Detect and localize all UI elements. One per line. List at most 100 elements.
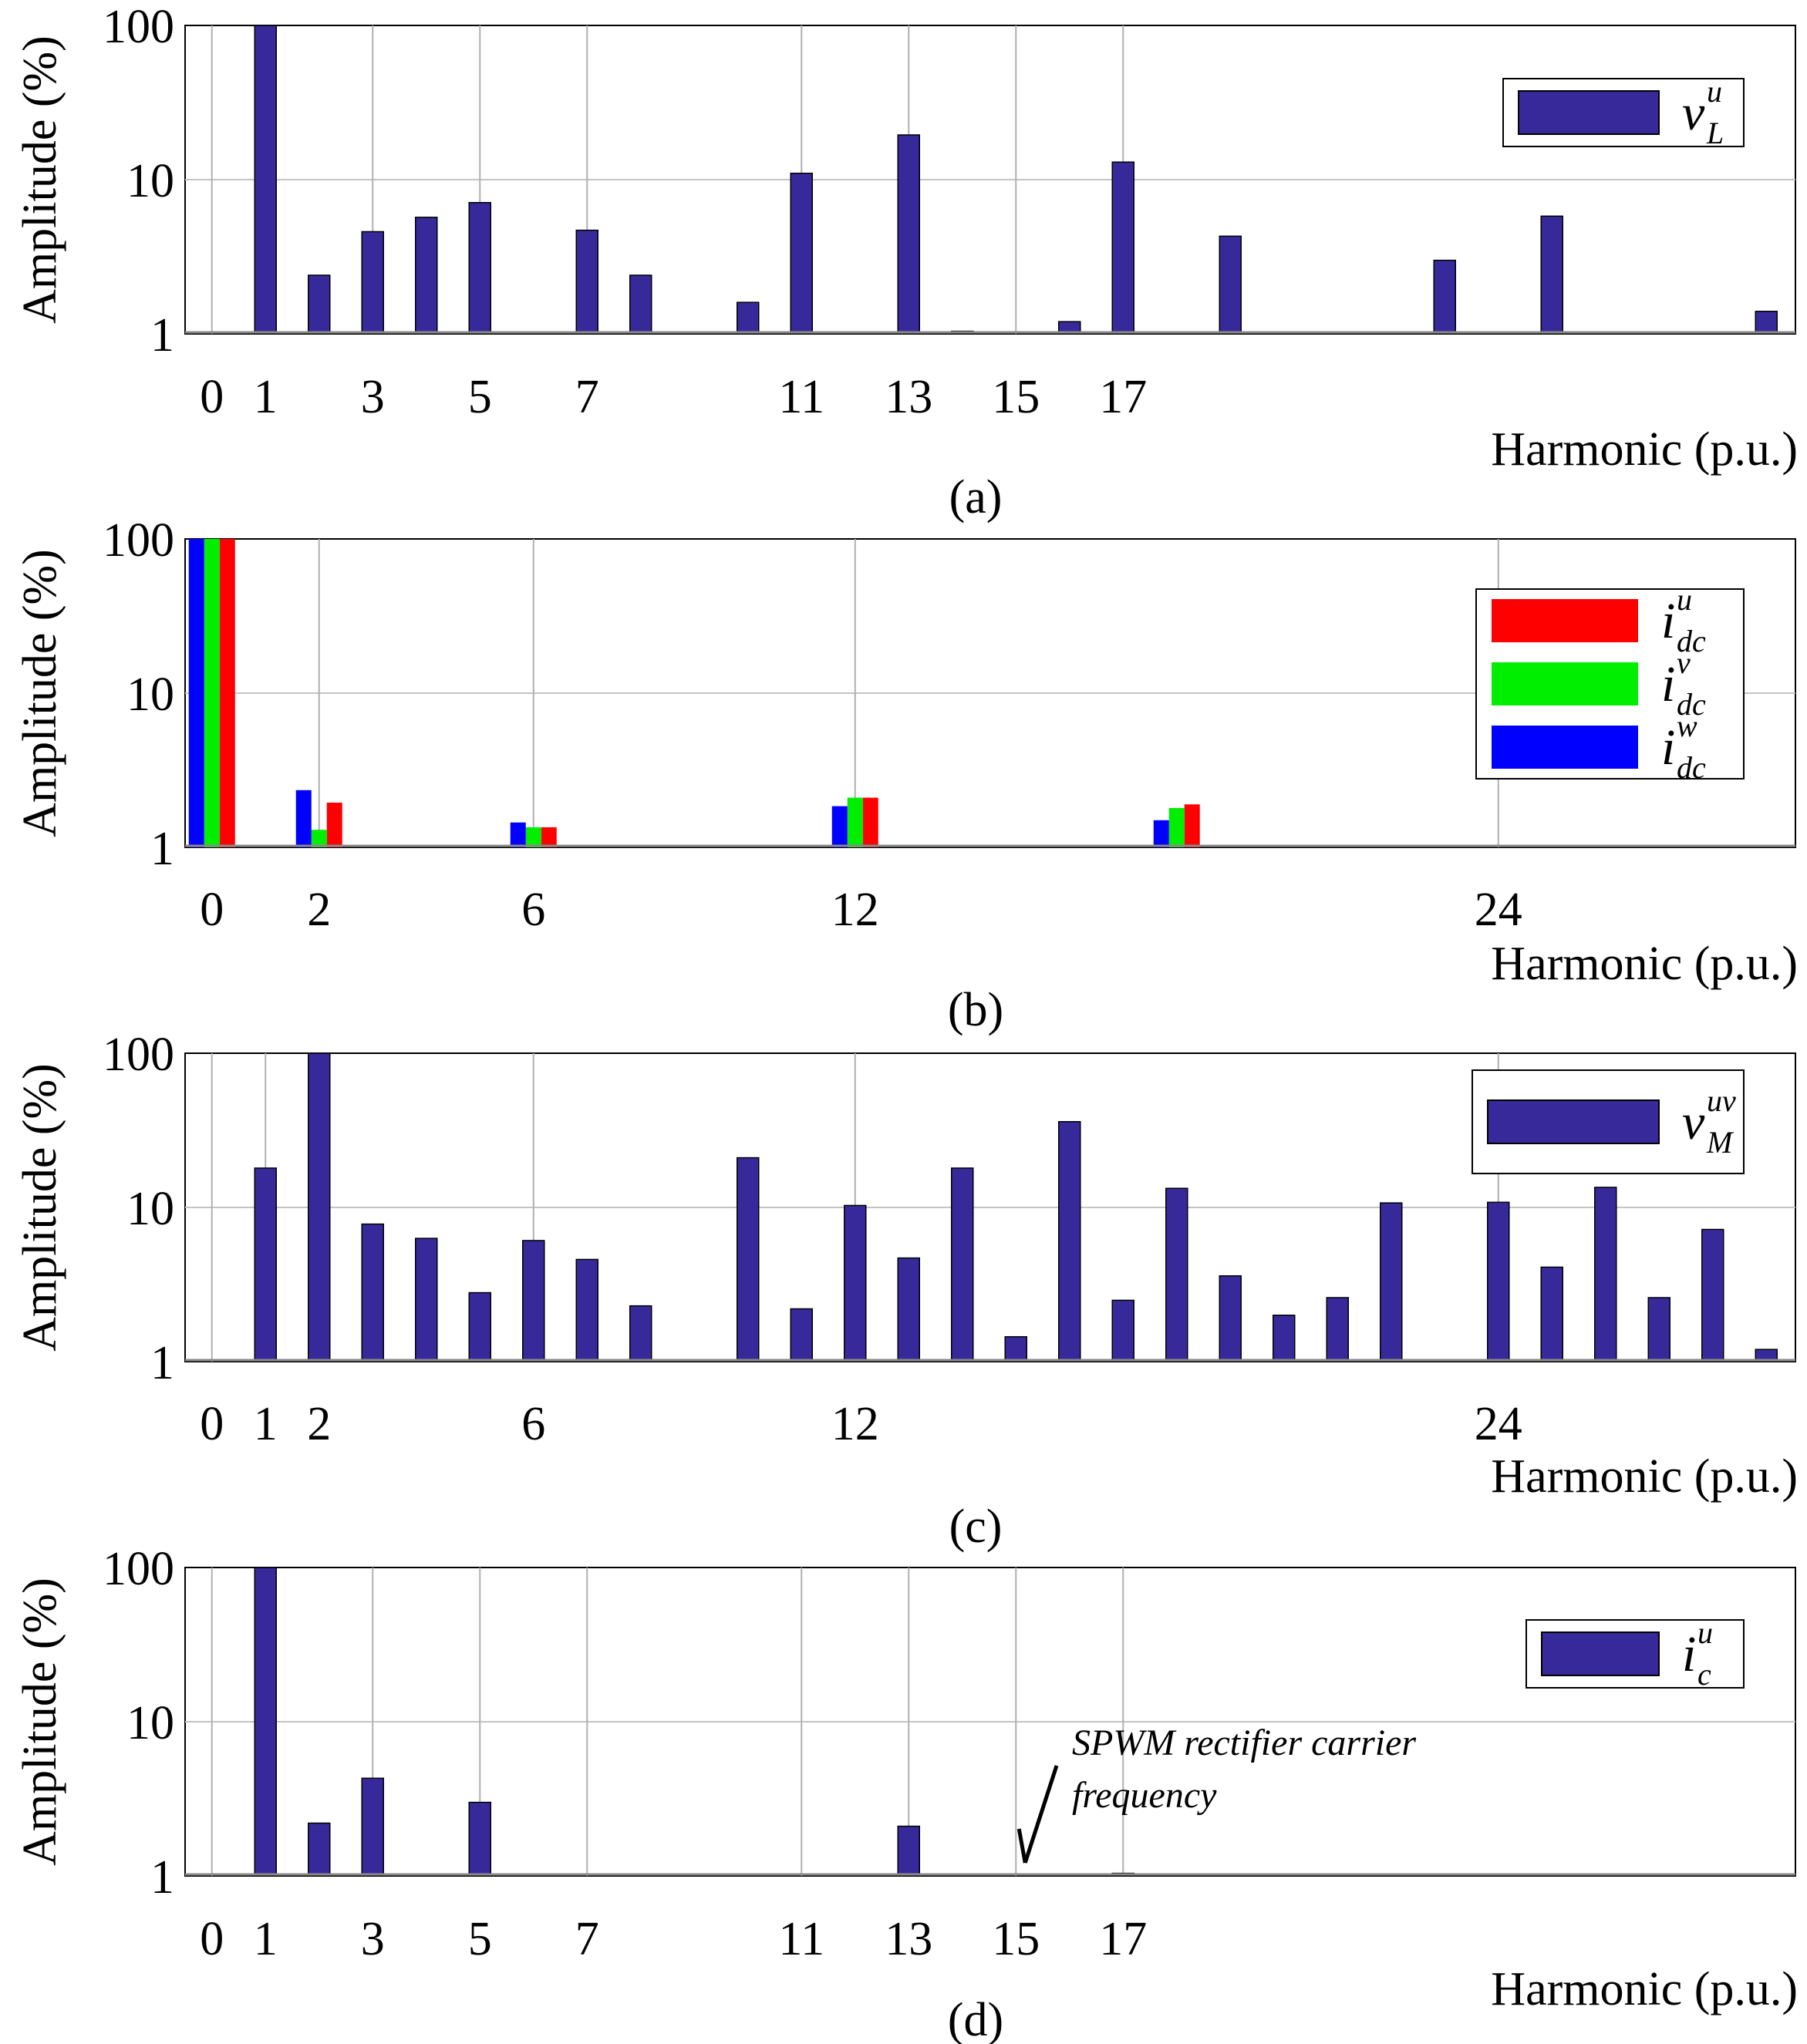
legend-swatch xyxy=(1492,662,1638,705)
bar-v-m-uv-h3 xyxy=(361,1223,384,1362)
panel-caption: (d) xyxy=(948,1994,1003,2044)
x-tick-label: 15 xyxy=(992,1913,1040,1965)
bar-v-l-u-h10 xyxy=(737,301,760,335)
x-tick-label: 0 xyxy=(200,1398,224,1450)
bar-i-dc-v-h18 xyxy=(1168,807,1185,847)
x-tick-label: 6 xyxy=(521,1398,545,1450)
x-axis-label: Harmonic (p.u.) xyxy=(1491,938,1798,990)
bar-v-m-uv-h2 xyxy=(308,1052,331,1362)
legend-label: i xyxy=(1661,656,1675,712)
bar-i-dc-u-h6 xyxy=(541,827,557,847)
bar-v-m-uv-h19 xyxy=(1219,1275,1242,1362)
x-axis-label: Harmonic (p.u.) xyxy=(1491,1450,1798,1503)
y-tick-label: 100 xyxy=(103,1,174,53)
bar-v-m-uv-h13 xyxy=(897,1257,920,1362)
x-axis-label: Harmonic (p.u.) xyxy=(1491,423,1798,476)
legend-label: i xyxy=(1661,719,1675,776)
legend-label-superscript: v xyxy=(1677,645,1691,680)
bar-i-dc-w-h18 xyxy=(1153,820,1169,847)
chart-panel-b: 1 10 100 0 2 6 12 24 Amplitude (%) Harmonic (p.u.… xyxy=(14,514,1798,1036)
legend-label-subscript: c xyxy=(1697,1657,1711,1692)
x-tick-label: 12 xyxy=(831,1398,879,1450)
bar-i-dc-v-h6 xyxy=(525,827,541,847)
bar-v-l-u-h17 xyxy=(1111,161,1134,335)
y-tick-label: 10 xyxy=(126,1183,174,1235)
bar-v-l-u-h1 xyxy=(254,25,277,335)
y-tick-label: 10 xyxy=(126,668,174,721)
bar-v-l-u-h11 xyxy=(790,172,813,335)
legend-label-superscript: u xyxy=(1677,582,1692,617)
x-tick-label: 12 xyxy=(831,884,879,936)
bar-v-m-uv-h29 xyxy=(1755,1349,1778,1362)
legend-swatch xyxy=(1518,90,1660,135)
y-tick-label: 1 xyxy=(150,1851,174,1904)
bar-v-m-uv-h14 xyxy=(951,1167,974,1362)
x-tick-label: 3 xyxy=(361,1913,385,1965)
x-tick-label: 0 xyxy=(200,371,224,423)
legend-label-superscript: u xyxy=(1697,1615,1713,1650)
bar-v-m-uv-h27 xyxy=(1647,1297,1670,1362)
x-tick-label: 0 xyxy=(200,1913,224,1965)
bar-i-c-u-h5 xyxy=(468,1801,491,1877)
bar-v-m-uv-h12 xyxy=(844,1204,867,1362)
bar-v-l-u-h13 xyxy=(897,134,920,335)
bar-i-dc-w-h12 xyxy=(831,806,848,847)
legend-swatch xyxy=(1492,726,1638,769)
x-tick-label: 0 xyxy=(200,884,224,936)
y-tick-label: 1 xyxy=(150,823,174,875)
legend-label-subscript: M xyxy=(1706,1125,1735,1160)
legend: v uL xyxy=(1502,74,1745,150)
x-tick-label: 2 xyxy=(307,884,331,936)
bar-v-m-uv-h8 xyxy=(629,1305,652,1362)
legend-label-subscript: dc xyxy=(1677,687,1706,722)
x-tick-label: 24 xyxy=(1475,884,1522,936)
bar-v-m-uv-h26 xyxy=(1594,1187,1617,1362)
legend-swatch xyxy=(1487,1099,1660,1144)
legend-label-subscript: L xyxy=(1706,116,1724,150)
y-axis-label: Amplitude (%) xyxy=(14,549,66,837)
annotation-text: SPWM rectifier carrier xyxy=(1072,1722,1416,1763)
annotation-text: frequency xyxy=(1072,1775,1217,1816)
bar-v-l-u-h19 xyxy=(1219,235,1242,335)
annotation-pointer-tail xyxy=(1016,1828,1027,1864)
bar-v-m-uv-h10 xyxy=(737,1157,760,1362)
bar-v-l-u-h16 xyxy=(1058,321,1081,335)
bar-v-m-uv-h17 xyxy=(1111,1299,1134,1362)
bar-v-m-uv-h11 xyxy=(790,1308,813,1362)
bar-v-l-u-h5 xyxy=(468,201,491,335)
legend: v uv M xyxy=(1472,1069,1745,1174)
x-tick-label: 13 xyxy=(885,371,932,423)
panel-caption: (c) xyxy=(949,1500,1003,1553)
legend-label-superscript: u xyxy=(1707,74,1722,109)
legend-label-superscript: w xyxy=(1677,709,1697,743)
x-tick-label: 1 xyxy=(254,371,278,423)
bar-v-m-uv-h24 xyxy=(1487,1201,1510,1362)
bar-v-m-uv-h15 xyxy=(1004,1335,1027,1362)
x-tick-label: 17 xyxy=(1099,371,1147,423)
bar-i-dc-u-h2 xyxy=(326,802,342,847)
legend-label-subscript: dc xyxy=(1677,750,1706,785)
bar-i-c-u-h3 xyxy=(361,1777,384,1877)
bar-i-dc-v-h0 xyxy=(204,539,220,847)
bar-v-l-u-h25 xyxy=(1540,215,1563,335)
x-tick-label: 6 xyxy=(521,884,545,936)
y-tick-label: 1 xyxy=(150,1337,174,1389)
bar-v-l-u-h4 xyxy=(415,217,438,335)
y-axis-label: Amplitude (%) xyxy=(14,1578,66,1866)
x-tick-label: 17 xyxy=(1099,1913,1147,1965)
x-tick-label: 2 xyxy=(307,1398,331,1450)
legend: i uc xyxy=(1525,1615,1745,1692)
bar-v-l-u-h7 xyxy=(575,229,598,335)
y-tick-label: 10 xyxy=(126,1697,174,1749)
bar-i-dc-v-h2 xyxy=(311,830,327,847)
bar-v-m-uv-h22 xyxy=(1380,1202,1403,1362)
bar-v-l-u-h29 xyxy=(1755,311,1778,335)
bar-v-m-uv-h20 xyxy=(1273,1315,1296,1362)
bar-i-dc-w-h6 xyxy=(510,822,526,847)
y-axis-label: Amplitude (%) xyxy=(14,35,66,324)
bar-i-c-u-h1 xyxy=(254,1567,277,1877)
